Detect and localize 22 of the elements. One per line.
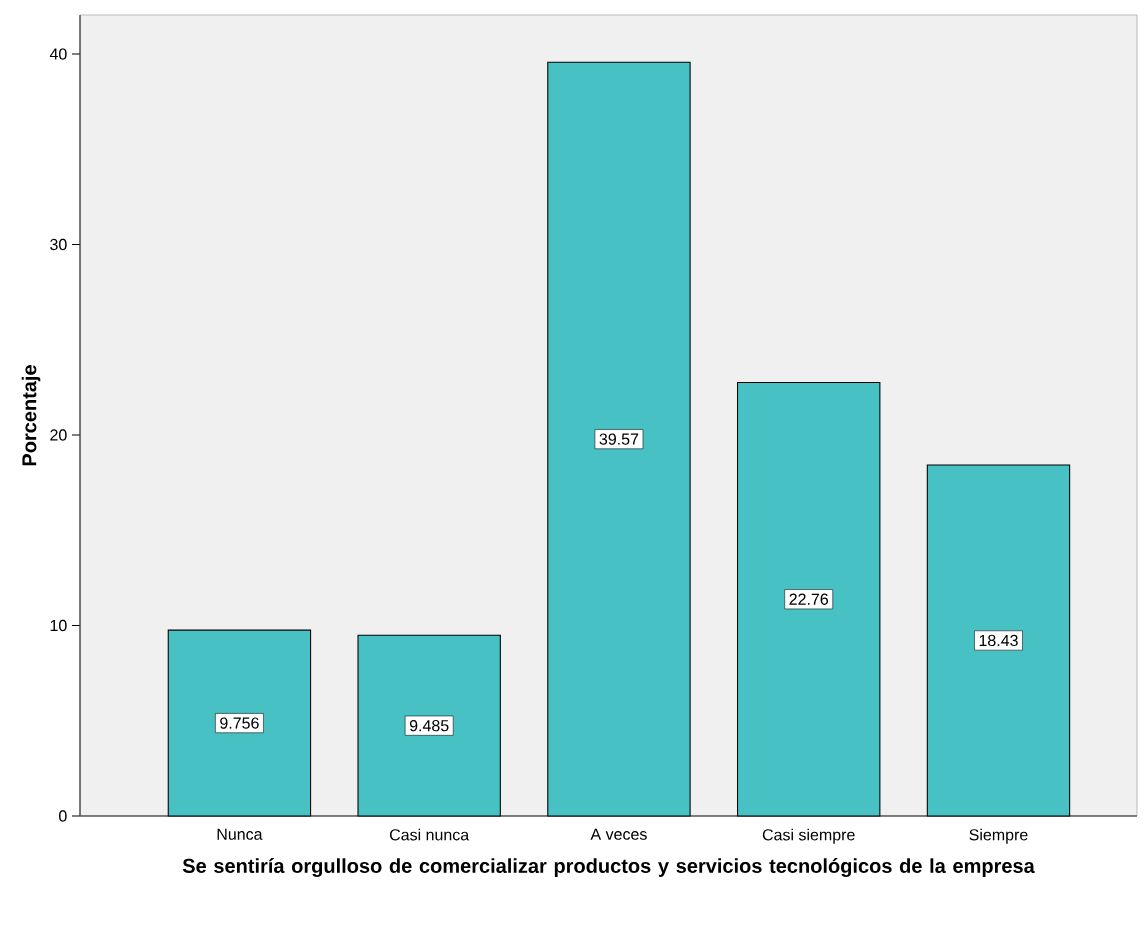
bar — [357, 634, 501, 817]
bar — [547, 61, 691, 817]
y-tick-label: 30 — [50, 238, 67, 251]
x-tick-label: Casi nunca — [389, 828, 470, 841]
x-tick-label: Siempre — [969, 828, 1028, 844]
data-label: 9.485 — [409, 720, 449, 732]
y-tick-label: 20 — [50, 429, 67, 441]
x-axis-title: Se sentiría orgulloso de comercializar productos y servicios tecnológicos de la empresa — [182, 858, 1035, 878]
data-label: 39.57 — [599, 433, 639, 445]
data-label: 22.76 — [789, 593, 829, 605]
data-label: 18.43 — [979, 634, 1018, 647]
x-tick-label: Casi siempre — [762, 828, 855, 844]
y-tick-label: 40 — [49, 48, 67, 60]
bar — [737, 381, 881, 817]
y-tick-label: 10 — [50, 619, 67, 632]
y-axis-title: Porcentaje — [21, 365, 41, 466]
data-label: 9.756 — [220, 717, 259, 729]
bar — [926, 464, 1071, 817]
x-tick-label: Nunca — [217, 828, 263, 840]
x-tick-label: A veces — [590, 828, 647, 840]
bar — [167, 629, 312, 817]
y-tick-label: 0 — [59, 810, 67, 822]
